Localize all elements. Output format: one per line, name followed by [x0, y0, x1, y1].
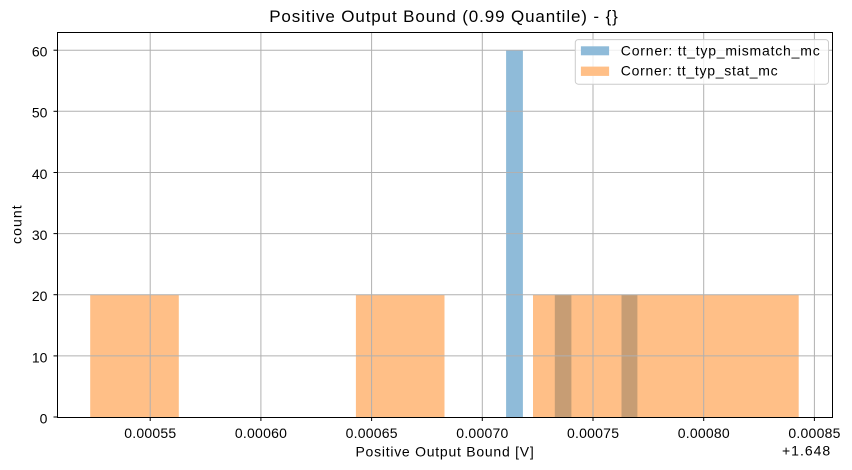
svg-text:Corner: tt_typ_mismatch_mc: Corner: tt_typ_mismatch_mc — [621, 43, 820, 59]
svg-text:20: 20 — [32, 288, 48, 304]
svg-text:0: 0 — [40, 410, 48, 426]
svg-text:Corner: tt_typ_stat_mc: Corner: tt_typ_stat_mc — [621, 63, 778, 79]
svg-text:0.00070: 0.00070 — [456, 425, 508, 441]
svg-text:0.00060: 0.00060 — [235, 425, 287, 441]
svg-text:Positive Output Bound (0.99 Qu: Positive Output Bound (0.99 Quantile) - … — [269, 7, 618, 26]
svg-text:30: 30 — [32, 227, 48, 243]
svg-text:10: 10 — [32, 349, 48, 365]
svg-text:Positive Output Bound [V]: Positive Output Bound [V] — [355, 444, 533, 460]
svg-text:count: count — [8, 205, 24, 244]
svg-text:60: 60 — [32, 44, 48, 60]
svg-text:0.00055: 0.00055 — [124, 425, 176, 441]
svg-text:0.00085: 0.00085 — [788, 425, 840, 441]
svg-text:50: 50 — [32, 105, 48, 121]
svg-text:+1.648: +1.648 — [782, 442, 830, 458]
svg-text:0.00075: 0.00075 — [567, 425, 619, 441]
svg-text:40: 40 — [32, 166, 48, 182]
svg-text:0.00065: 0.00065 — [346, 425, 398, 441]
svg-text:0.00080: 0.00080 — [678, 425, 730, 441]
